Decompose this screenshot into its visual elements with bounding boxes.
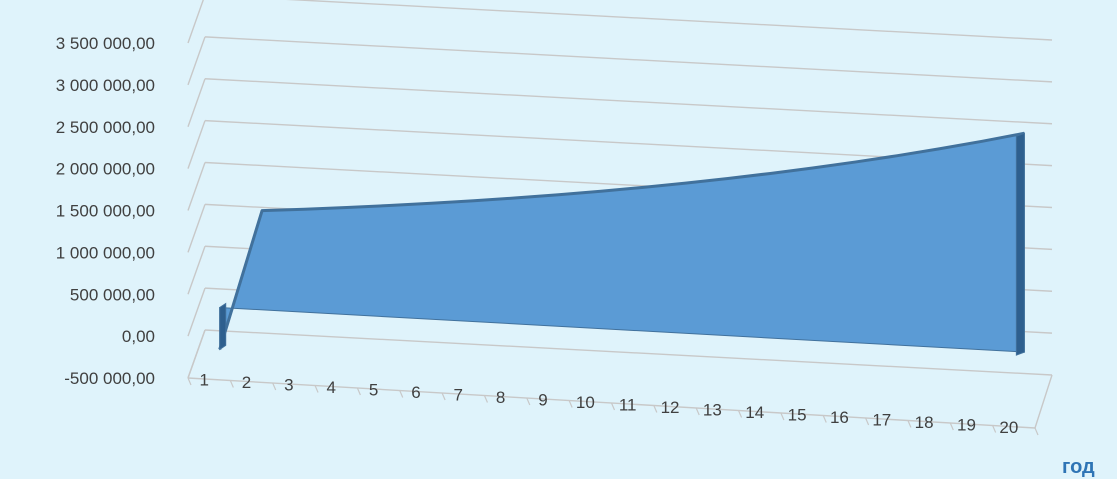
chart-floor [187,329,1053,436]
x-tick-mark [229,380,234,388]
area-top-edge [218,131,1025,350]
gridline-side [187,287,206,337]
x-tick-mark [1034,427,1039,436]
gridline-side [187,246,206,295]
y-tick-label: 0,00 [122,327,155,346]
area-face [219,132,1025,353]
x-tick-mark [314,385,319,393]
x-tick-mark [399,390,404,398]
x-tick-mark [907,420,912,428]
x-tick-label: 15 [788,405,807,424]
x-tick-label: 2 [242,373,251,392]
y-tick-label: 1 000 000,00 [56,243,155,262]
x-tick-label: 11 [619,395,637,414]
x-tick-label: 7 [454,385,463,404]
gridline-side [187,204,206,253]
area-series [218,131,1025,356]
x-tick-mark [653,405,658,413]
floor-side-edge [187,329,206,379]
x-tick-mark [610,402,616,411]
x-tick-label: 13 [703,400,722,419]
gridline-side [187,78,206,127]
x-tick-mark [992,425,997,433]
x-tick-mark [695,407,700,416]
area-right-side [1015,132,1025,356]
x-tick-mark [441,392,446,401]
x-tick-mark [483,395,489,403]
gridline-side [187,120,206,169]
x-tick-label: 18 [915,413,934,432]
y-tick-label: 3 000 000,00 [56,76,155,95]
x-tick-label: 20 [999,418,1018,437]
x-tick-label: 5 [369,380,378,399]
x-tick-mark [822,415,827,423]
x-axis-label: год [1062,456,1095,478]
x-tick-label: 16 [830,408,849,427]
gridline [204,329,1053,376]
x-tick-mark [187,377,192,386]
y-tick-label: 2 000 000,00 [56,160,155,179]
x-tick-label: 3 [284,375,293,394]
x-tick-label: 4 [326,378,335,397]
x-tick-label: 12 [661,398,680,417]
x-tick-mark [526,397,531,406]
x-tick-label: 8 [496,388,505,407]
x-tick-label: 9 [538,390,547,409]
y-tick-label: 2 500 000,00 [56,118,155,137]
y-tick-label: -500 000,00 [64,369,155,388]
x-tick-label: 19 [957,415,976,434]
area-left-side [219,302,227,351]
x-tick-mark [949,422,954,431]
x-tick-mark [737,410,743,418]
x-tick-label: 1 [199,370,208,389]
y-tick-label: 500 000,00 [70,285,155,304]
x-tick-label: 17 [872,410,891,429]
x-tick-mark [865,417,870,426]
y-axis-ticks: -500 000,00 0,00 500 000,00 1 000 000,00 1 5… [56,34,155,388]
x-tick-label: 10 [576,393,595,412]
x-tick-label: 14 [745,403,764,422]
gridline-side [187,0,204,44]
x-tick-mark [568,400,573,408]
x-tick-mark [780,412,785,421]
gridline [204,78,1053,125]
gridline-side [187,162,206,211]
gridline-side [187,36,206,86]
y-tick-label: 1 500 000,00 [56,202,155,221]
x-tick-mark [356,387,361,396]
x-tick-mark [272,382,277,391]
y-tick-label: 3 500 000,00 [56,34,155,53]
x-tick-label: 6 [411,383,420,402]
gridline [285,0,1053,41]
gridline [204,36,1053,83]
x-axis-ticks: 1 2 3 4 5 6 7 8 9 10 11 12 13 14 15 16 17 18 19 20 [199,370,1018,437]
